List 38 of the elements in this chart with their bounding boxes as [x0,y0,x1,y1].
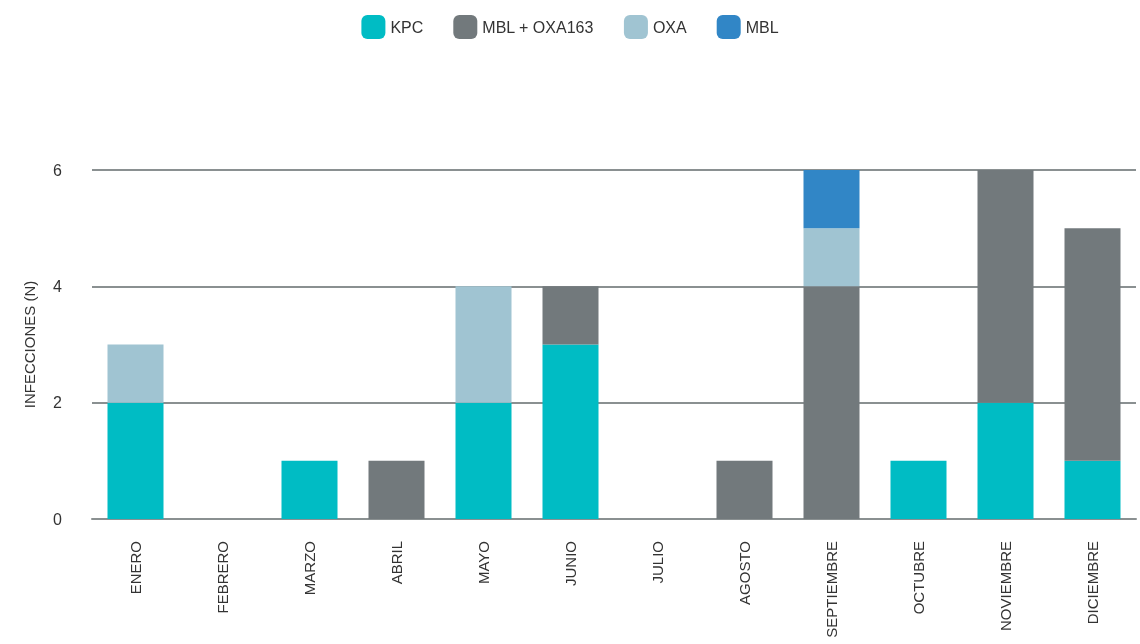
y-tick-label: 4 [53,277,63,295]
bar [281,460,338,519]
legend-label: OXA [652,18,688,36]
bar [542,286,599,345]
x-tick-label: ENERO [127,541,144,595]
x-tick-label: ABRIL [388,541,405,585]
x-tick-label: JULIO [649,541,666,584]
bar [803,170,860,229]
legend-label: MBL [745,18,779,36]
x-tick-label: OCTUBRE [910,541,927,615]
bar [107,402,164,519]
y-tick-label: 0 [53,510,63,528]
legend-label: KPC [390,18,424,36]
x-tick-label: SEPTIEMBRE [823,541,840,638]
bar [368,460,425,519]
x-tick-label: MARZO [301,541,318,596]
bar [977,402,1034,519]
y-axis-title: INFECCIONES (N) [21,280,38,409]
x-tick-label: MAYO [475,541,492,585]
x-tick-label: DICIEMBRE [1084,541,1101,625]
y-tick-label: 2 [53,394,63,412]
bar [890,460,947,519]
bar [455,286,512,403]
bar [107,344,164,403]
bar [977,170,1034,403]
bar [1064,228,1121,461]
bar [455,402,512,519]
bar [1064,460,1121,519]
bar [716,460,773,519]
x-tick-label: FEBRERO [214,541,231,614]
legend-label: MBL + OXA163 [482,18,594,36]
bar [803,228,860,287]
x-tick-label: NOVIEMBRE [997,541,1014,632]
bar [803,286,860,519]
y-tick-label: 6 [53,161,63,179]
bar [542,344,599,519]
x-tick-label: AGOSTO [736,541,753,605]
x-tick-label: JUNIO [562,541,579,586]
